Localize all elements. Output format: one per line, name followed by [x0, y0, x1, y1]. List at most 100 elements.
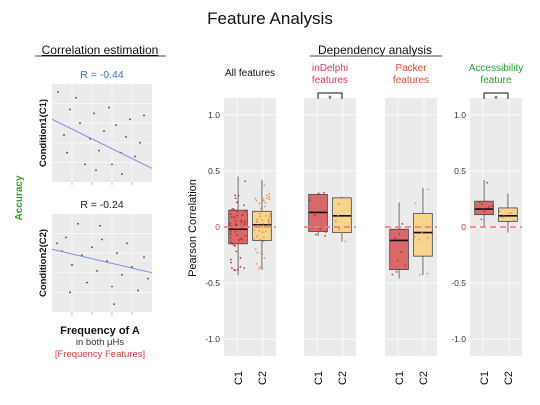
scatter-ylabel: Condition1(C1): [38, 99, 49, 167]
scatter-point: [108, 107, 110, 109]
box-jitter-point: [263, 241, 265, 243]
box-jitter-point: [258, 268, 260, 270]
box-jitter-point: [230, 213, 232, 215]
scatter-point: [57, 91, 59, 93]
box-jitter-point: [415, 202, 417, 204]
box-jitter-point: [319, 228, 321, 230]
box-x-tick-label: C1: [394, 371, 406, 385]
box-x-tick-label: C2: [503, 371, 515, 385]
scatter-point: [69, 292, 71, 294]
box-jitter-point: [236, 211, 238, 213]
box-jitter-point: [258, 203, 260, 205]
scatter-point: [93, 113, 95, 115]
box-jitter-point: [481, 203, 483, 205]
box-jitter-point: [479, 201, 481, 203]
box-jitter-point: [234, 195, 236, 197]
box-jitter-point: [236, 215, 238, 217]
box-jitter-point: [256, 252, 258, 254]
y-tick-label: 0.5: [454, 166, 466, 176]
box-jitter-point: [256, 236, 258, 238]
box-jitter-point: [260, 208, 262, 210]
box-jitter-point: [400, 251, 402, 253]
box-jitter-point: [264, 257, 266, 259]
box-jitter-point: [237, 269, 239, 271]
box-jitter-point: [309, 199, 311, 201]
box-jitter-point: [237, 229, 239, 231]
accuracy-side-label: Accuracy: [14, 175, 25, 220]
r-value-label: R = -0.44: [80, 69, 124, 81]
box-jitter-point: [257, 221, 259, 223]
r-value-label: R = -0.24: [80, 199, 124, 211]
box-jitter-point: [255, 263, 257, 265]
significance-marker: *: [328, 94, 332, 104]
scatter-point: [125, 136, 127, 138]
box-jitter-point: [259, 230, 261, 232]
box-jitter-point: [491, 205, 493, 207]
scatter-point: [56, 243, 58, 245]
box-jitter-point: [398, 233, 400, 235]
box-jitter-point: [230, 210, 232, 212]
box-jitter-point: [261, 219, 263, 221]
box-jitter-point: [234, 231, 236, 233]
box-body: [475, 201, 494, 214]
box-jitter-point: [269, 214, 271, 216]
box-jitter-point: [421, 232, 423, 234]
scatter-point: [113, 303, 115, 305]
box-panel-title: Packer: [395, 63, 427, 74]
box-jitter-point: [264, 206, 266, 208]
box-jitter-point: [230, 241, 232, 243]
box-jitter-point: [269, 198, 271, 200]
box-jitter-point: [235, 197, 237, 199]
y-tick-label: -1.0: [451, 334, 466, 344]
box-jitter-point: [335, 220, 337, 222]
scatter-point: [96, 270, 98, 272]
y-tick-label: -1.0: [205, 334, 220, 344]
box-jitter-point: [231, 243, 233, 245]
scatter-point: [116, 252, 118, 254]
box-jitter-point: [396, 271, 398, 273]
scatter-point: [66, 152, 68, 154]
box-jitter-point: [259, 213, 261, 215]
box-jitter-point: [244, 221, 246, 223]
box-jitter-point: [266, 195, 268, 197]
box-jitter-point: [263, 198, 265, 200]
box-jitter-point: [391, 274, 393, 276]
y-tick-label: -0.5: [205, 278, 220, 288]
box-jitter-point: [243, 204, 245, 206]
box-jitter-point: [481, 218, 483, 220]
scatter-point: [103, 130, 105, 132]
box-jitter-point: [244, 180, 246, 182]
box-jitter-point: [257, 218, 259, 220]
box-jitter-point: [338, 228, 340, 230]
box-jitter-point: [230, 231, 232, 233]
box-jitter-point: [342, 232, 344, 234]
box-x-tick-label: C2: [257, 371, 269, 385]
box-jitter-point: [397, 260, 399, 262]
box-jitter-point: [256, 200, 258, 202]
box-jitter-point: [262, 253, 264, 255]
box-jitter-point: [510, 207, 512, 209]
box-jitter-point: [263, 184, 265, 186]
box-jitter-point: [235, 250, 237, 252]
box-jitter-point: [238, 239, 240, 241]
scatter-point: [139, 142, 141, 144]
box-jitter-point: [414, 236, 416, 238]
box-jitter-point: [231, 267, 233, 269]
scatter-point: [137, 290, 139, 292]
significance-marker: *: [494, 94, 498, 104]
box-jitter-point: [244, 235, 246, 237]
box-jitter-point: [394, 237, 396, 239]
scatter-point: [71, 264, 73, 266]
box-jitter-point: [314, 215, 316, 217]
y-tick-label: 0: [461, 222, 466, 232]
box-jitter-point: [230, 259, 232, 261]
scatter-point: [126, 243, 128, 245]
scatter-point: [143, 114, 145, 116]
box-jitter-point: [241, 228, 243, 230]
box-jitter-point: [261, 209, 263, 211]
box-jitter-point: [231, 216, 233, 218]
pearson-ylabel: Pearson Correlation: [187, 179, 199, 277]
scatter-point: [129, 118, 131, 120]
box-jitter-point: [266, 197, 268, 199]
box-jitter-point: [240, 257, 242, 259]
